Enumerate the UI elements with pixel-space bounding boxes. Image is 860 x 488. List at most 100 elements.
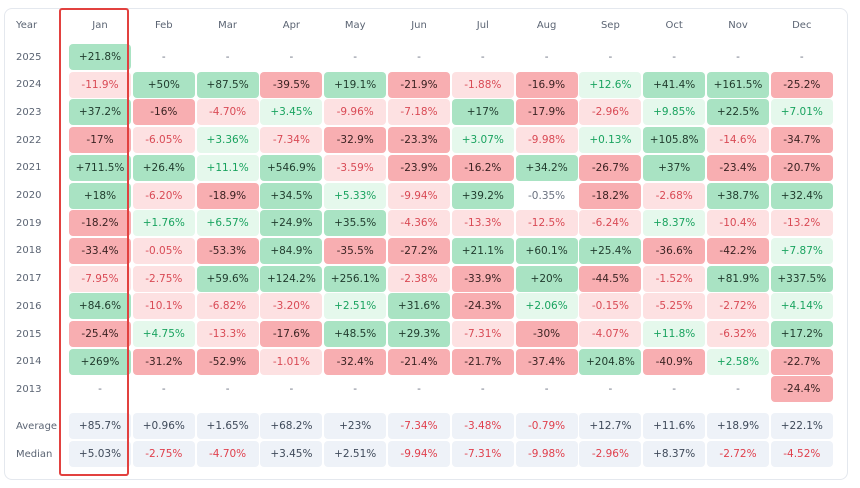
return-cell: - bbox=[417, 51, 421, 63]
stat-cell: +3.45% bbox=[260, 441, 323, 467]
return-cell: +4.14% bbox=[770, 293, 833, 320]
return-cell: -2.75% bbox=[132, 265, 195, 292]
return-cell: -13.3% bbox=[451, 210, 514, 237]
return-cell: -4.36% bbox=[388, 210, 450, 237]
return-cell: -52.9% bbox=[196, 348, 259, 375]
return-cell: +25.4% bbox=[579, 237, 642, 264]
return-cell: +17% bbox=[451, 99, 514, 126]
return-cell: +2.06% bbox=[515, 293, 578, 320]
return-cell: -53.3% bbox=[196, 237, 259, 264]
return-cell: -32.9% bbox=[324, 127, 387, 154]
return-cell: +1.76% bbox=[132, 210, 195, 237]
stat-cell: +0.96% bbox=[132, 413, 195, 439]
return-cell: -34.7% bbox=[770, 127, 833, 154]
return-cell: -25.4% bbox=[69, 321, 131, 347]
stat-cell: +85.7% bbox=[69, 413, 131, 439]
return-cell: -23.4% bbox=[707, 154, 769, 181]
stat-cell: +12.7% bbox=[579, 413, 642, 439]
year-label-2015: 2015 bbox=[16, 328, 42, 340]
return-cell: -6.05% bbox=[132, 127, 195, 154]
return-cell: +161.5% bbox=[707, 71, 769, 98]
return-cell: -10.1% bbox=[132, 293, 195, 320]
stat-cell: +1.65% bbox=[196, 413, 259, 439]
return-cell: +35.5% bbox=[324, 210, 387, 237]
return-cell: -17.9% bbox=[515, 99, 578, 126]
stat-cell: -4.52% bbox=[770, 441, 833, 467]
return-cell: - bbox=[672, 383, 677, 396]
return-cell: -7.95% bbox=[69, 265, 131, 292]
return-cell: -16.9% bbox=[515, 71, 578, 98]
month-header-oct: Oct bbox=[665, 19, 683, 31]
return-cell: +34.5% bbox=[260, 182, 323, 209]
return-cell: +7.01% bbox=[770, 99, 833, 126]
return-cell: +17.2% bbox=[770, 321, 833, 347]
return-cell: - bbox=[353, 51, 358, 63]
return-cell: -0.15% bbox=[579, 293, 642, 320]
return-cell: +3.07% bbox=[451, 127, 514, 154]
return-cell: -7.18% bbox=[388, 99, 450, 126]
return-cell: - bbox=[608, 383, 613, 396]
stat-cell: -7.34% bbox=[388, 413, 450, 439]
stat-label-average: Average bbox=[16, 420, 58, 432]
return-cell: -7.31% bbox=[451, 321, 514, 347]
month-header-may: May bbox=[344, 19, 366, 31]
year-label-2018: 2018 bbox=[16, 245, 42, 257]
return-cell: - bbox=[417, 383, 421, 396]
return-cell: -44.5% bbox=[579, 265, 642, 292]
return-cell: - bbox=[225, 383, 230, 396]
return-cell: - bbox=[736, 51, 740, 63]
return-cell: +269% bbox=[69, 348, 131, 375]
return-cell: - bbox=[289, 51, 294, 63]
return-cell: - bbox=[161, 51, 166, 63]
stat-label-median: Median bbox=[16, 448, 53, 460]
return-cell: -2.96% bbox=[579, 99, 642, 126]
return-cell: - bbox=[799, 51, 804, 63]
return-cell: +24.9% bbox=[260, 210, 323, 237]
return-cell: +18% bbox=[69, 182, 131, 209]
year-label-2021: 2021 bbox=[16, 162, 42, 174]
return-cell: +8.37% bbox=[643, 210, 706, 237]
return-cell: +37.2% bbox=[69, 99, 131, 126]
year-label-2016: 2016 bbox=[16, 300, 42, 312]
return-cell: -6.32% bbox=[707, 321, 769, 347]
return-cell: -1.01% bbox=[260, 348, 323, 375]
month-header-feb: Feb bbox=[154, 19, 173, 31]
return-cell: +31.6% bbox=[388, 293, 450, 320]
return-cell: - bbox=[353, 383, 358, 396]
return-cell: -16.2% bbox=[451, 154, 514, 181]
return-cell: -1.88% bbox=[451, 71, 514, 98]
month-header-jan: Jan bbox=[92, 19, 108, 31]
return-cell: -0.35% bbox=[528, 189, 566, 202]
return-cell: -21.7% bbox=[451, 348, 514, 375]
return-cell: - bbox=[608, 51, 613, 63]
month-header-nov: Nov bbox=[728, 19, 748, 31]
return-cell: -4.70% bbox=[196, 99, 259, 126]
return-cell: -13.3% bbox=[196, 321, 259, 347]
return-cell: +48.5% bbox=[324, 321, 387, 347]
return-cell: -0.05% bbox=[132, 237, 195, 264]
return-cell: - bbox=[672, 51, 677, 63]
return-cell: +34.2% bbox=[515, 154, 578, 181]
stat-cell: +5.03% bbox=[69, 441, 131, 467]
return-cell: -23.9% bbox=[388, 154, 450, 181]
month-header-mar: Mar bbox=[218, 19, 238, 31]
stat-cell: +11.6% bbox=[643, 413, 706, 439]
return-cell: -6.82% bbox=[196, 293, 259, 320]
return-cell: -4.07% bbox=[579, 321, 642, 347]
return-cell: +3.45% bbox=[260, 99, 323, 126]
stat-cell: -9.98% bbox=[515, 441, 578, 467]
return-cell: -36.6% bbox=[643, 237, 706, 264]
return-cell: -13.2% bbox=[770, 210, 833, 237]
return-cell: +38.7% bbox=[707, 182, 769, 209]
return-cell: +4.75% bbox=[132, 321, 195, 347]
return-cell: -42.2% bbox=[707, 237, 769, 264]
stat-cell: +68.2% bbox=[260, 413, 323, 439]
return-cell: +2.58% bbox=[707, 348, 769, 375]
stat-cell: -2.75% bbox=[132, 441, 195, 467]
return-cell: - bbox=[544, 383, 549, 396]
return-cell: +546.9% bbox=[260, 154, 323, 181]
return-cell: +7.87% bbox=[770, 237, 833, 264]
stat-cell: +18.9% bbox=[707, 413, 769, 439]
month-header-jun: Jun bbox=[411, 19, 427, 31]
stat-cell: +8.37% bbox=[643, 441, 706, 467]
